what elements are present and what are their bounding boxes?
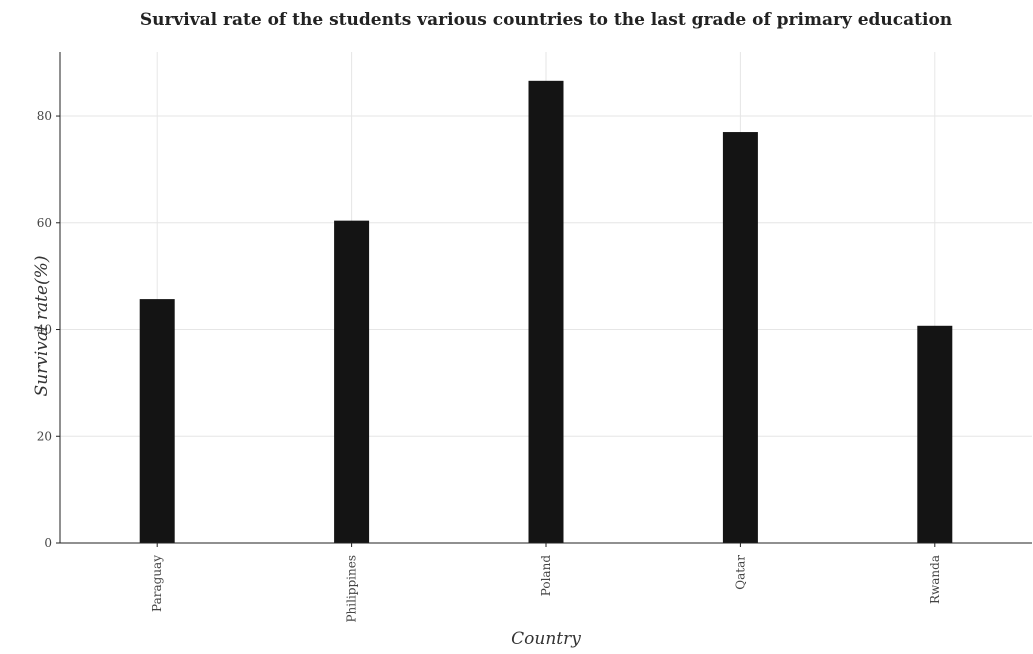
x-tick-label: Paraguay [150,555,164,612]
y-axis-label: Survival rate(%) [32,256,52,397]
y-tick-label: 80 [37,109,52,123]
bar-rwanda [917,325,953,543]
bar-qatar [722,132,758,543]
y-tick-label: 20 [37,429,52,443]
bars [139,80,953,543]
tick-labels: 0 20 40 60 80 Paraguay Philippines Poland Qatar R… [37,109,942,622]
y-tick-label: 0 [44,536,52,550]
y-tick-label: 40 [37,323,52,337]
axes [56,52,1032,547]
x-tick-label: Qatar [733,555,747,590]
x-tick-label: Rwanda [928,555,942,604]
y-tick-label: 60 [37,216,52,230]
x-tick-label: Poland [539,555,553,597]
x-axis-label: Country [511,629,581,649]
bar-poland [528,80,564,543]
bar-philippines [334,220,370,543]
chart-title: Survival rate of the students various co… [140,10,952,30]
bar-paraguay [139,299,175,543]
x-tick-label: Philippines [345,555,359,623]
